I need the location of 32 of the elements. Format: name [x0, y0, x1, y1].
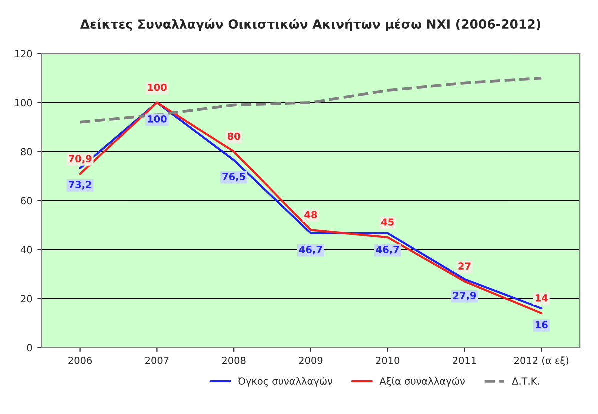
data-label: 16 — [536, 321, 548, 329]
data-label: 46,7 — [376, 246, 400, 255]
y-tick-label: 20 — [21, 295, 32, 303]
x-tick-label: 2012 (α εξ) — [514, 356, 569, 366]
chart-title: Δείκτες Συναλλαγών Οικιστικών Ακινήτων μέσω ΝΧΙ (2006-2012) — [80, 18, 540, 32]
legend-label: Δ.Τ.Κ. — [512, 378, 540, 385]
data-label: 100 — [148, 84, 167, 92]
data-label: 27,9 — [454, 292, 476, 301]
x-tick-label: 2009 — [299, 356, 323, 364]
x-tick-label: 2011 — [453, 356, 476, 364]
data-label: 70,9 — [68, 155, 92, 164]
y-tick-label: 80 — [21, 148, 32, 156]
y-tick-label: 0 — [27, 344, 32, 352]
y-tick-label: 60 — [21, 197, 32, 205]
data-label: 100 — [148, 115, 167, 123]
x-tick-label: 2008 — [222, 356, 246, 364]
y-tick-label: 40 — [20, 246, 32, 254]
data-label: 76,5 — [222, 173, 246, 182]
data-label: 48 — [304, 211, 318, 219]
data-label: 27 — [458, 262, 471, 270]
data-label: 45 — [382, 218, 394, 226]
data-label: 14 — [536, 294, 548, 302]
x-tick-label: 2006 — [68, 356, 92, 364]
data-label: 46,7 — [299, 246, 322, 255]
x-tick-label: 2007 — [146, 356, 169, 364]
legend-label: Όγκος συναλλαγών — [238, 377, 333, 387]
x-tick-label: 2010 — [376, 356, 400, 364]
data-label: 73,2 — [68, 181, 92, 190]
y-tick-label: 120 — [15, 50, 32, 58]
legend-label: Αξία συναλλαγών — [380, 377, 465, 387]
y-tick-label: 100 — [15, 99, 32, 107]
data-label: 80 — [228, 132, 240, 140]
